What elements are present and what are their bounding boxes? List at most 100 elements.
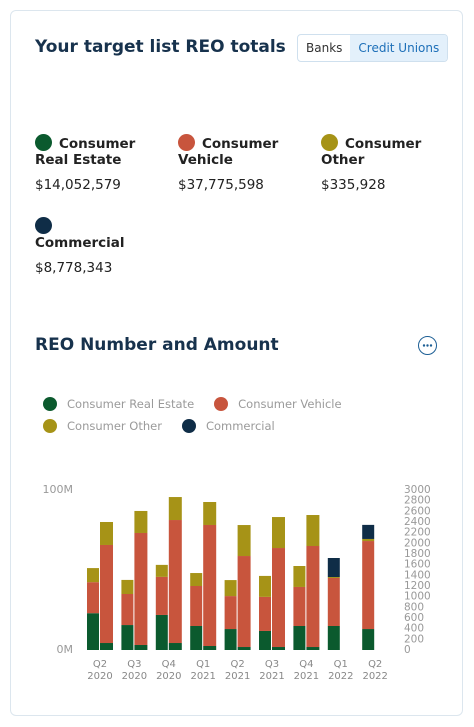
bar-segment-count xyxy=(237,556,251,648)
legend-label: Consumer Vehicle xyxy=(238,397,342,411)
toggle-button[interactable]: Credit Unions xyxy=(350,35,448,61)
bar-segment xyxy=(327,577,340,578)
total-amount: $37,775,598 xyxy=(178,177,264,193)
bar-segment-count xyxy=(203,502,217,525)
chart: 0M100M0200400600800100012001400160018002… xyxy=(43,483,431,656)
legend-item[interactable]: Consumer Other xyxy=(43,418,162,434)
y2-tick-label: 1600 xyxy=(404,559,431,571)
bar-segment xyxy=(327,578,340,626)
bar-segment xyxy=(259,630,271,650)
bar-segment-count xyxy=(168,520,182,644)
total-amount: $8,778,343 xyxy=(35,260,113,276)
legend: Consumer Real Estate Consumer Vehicle Cons… xyxy=(43,396,353,434)
legend-label: Consumer Other xyxy=(67,419,162,433)
toggle: Banks Credit Unions xyxy=(297,34,449,62)
bar-segment xyxy=(155,564,168,577)
x-tick-label: Q3 2021 xyxy=(259,659,285,682)
total-name-row: Consumer Vehicle xyxy=(178,134,288,168)
bar-segment-count xyxy=(306,647,320,650)
bar-segment-count xyxy=(100,544,113,644)
legend-item[interactable]: Commercial xyxy=(181,418,275,434)
total-amount: $335,928 xyxy=(321,177,386,193)
info-icon[interactable] xyxy=(418,336,437,355)
y2-tick-label: 2000 xyxy=(404,537,431,549)
bar-segment xyxy=(362,629,375,650)
bar-segment xyxy=(224,596,237,630)
x-tick-label: Q2 2021 xyxy=(224,659,251,682)
y2-tick-label: 1000 xyxy=(404,591,431,603)
total-name: Consumer Other xyxy=(321,136,422,168)
legend-item[interactable]: Consumer Vehicle xyxy=(214,396,342,412)
legend-label: Commercial xyxy=(205,419,275,433)
y2-tick-label: 400 xyxy=(404,623,424,635)
total-item: Consumer Real Estate $14,052,579 xyxy=(35,134,178,193)
y2-tick-label: 1800 xyxy=(404,548,431,560)
bar-segment xyxy=(224,629,237,650)
total-name-row: Consumer Real Estate xyxy=(35,134,145,168)
legend-item[interactable]: Consumer Real Estate xyxy=(43,396,194,412)
toggle-button[interactable]: Banks xyxy=(306,41,343,55)
bar-segment-count xyxy=(203,646,217,650)
legend-dot xyxy=(43,397,57,411)
bar-segment xyxy=(190,626,203,650)
y2-tick-label: 1200 xyxy=(404,580,431,592)
bar-segment xyxy=(259,596,271,631)
bar-segment-count xyxy=(100,643,113,650)
bar-segment xyxy=(121,579,134,594)
y2-tick-label: 3000 xyxy=(404,484,431,496)
x-tick-label: Q1 2022 xyxy=(328,659,354,682)
y2-tick-label: 2800 xyxy=(404,495,431,507)
y2-tick-label: 200 xyxy=(404,633,424,645)
bar-segment-count xyxy=(272,548,285,648)
bar-segment-count xyxy=(168,643,182,650)
bar-segment xyxy=(155,614,168,650)
legend-dot xyxy=(43,419,57,433)
bar-segment xyxy=(87,582,99,614)
bar-segment xyxy=(362,541,375,630)
total-dot xyxy=(178,134,195,151)
bar-segment xyxy=(327,626,340,650)
bar-segment-count xyxy=(134,644,148,650)
bar-segment xyxy=(293,626,306,650)
bar-segment-count xyxy=(203,524,217,646)
bar-segment xyxy=(121,625,134,650)
chart-title: REO Number and Amount xyxy=(35,335,279,355)
totals: Consumer Real Estate $14,052,579 Consumer … xyxy=(35,134,464,276)
x-tick-label: Q4 2020 xyxy=(156,659,182,682)
bar-segment-count xyxy=(272,517,285,549)
x-tick-label: Q2 2020 xyxy=(87,659,113,682)
y2-tick-label: 2600 xyxy=(404,505,431,517)
total-name-row: Commercial xyxy=(35,217,145,251)
bar-segment xyxy=(121,594,134,626)
total-name: Commercial xyxy=(35,235,125,251)
bar-segment xyxy=(327,558,340,578)
y2-tick-label: 1400 xyxy=(404,569,431,581)
total-name-row: Consumer Other xyxy=(321,134,431,168)
y-tick-label: 0M xyxy=(57,643,74,656)
card-title: Your target list REO totals xyxy=(35,37,286,57)
bar-segment xyxy=(362,524,375,539)
bar-segment-count xyxy=(237,525,251,557)
bar-segment xyxy=(190,573,203,586)
bar-segment xyxy=(293,586,306,626)
total-dot xyxy=(35,217,52,234)
bar-segment xyxy=(259,575,271,597)
y2-tick-label: 2200 xyxy=(404,527,431,539)
bar-segment xyxy=(362,538,375,542)
bar-segment-count xyxy=(237,647,251,650)
total-item: Consumer Other $335,928 xyxy=(321,134,464,193)
y2-tick-label: 2400 xyxy=(404,516,431,528)
total-name: Consumer Real Estate xyxy=(35,136,136,168)
bar-segment xyxy=(155,576,168,615)
bar-segment-count xyxy=(168,497,182,521)
total-item: Commercial $8,778,343 xyxy=(35,217,178,276)
x-tick-label: Q4 2021 xyxy=(293,659,320,682)
total-dot xyxy=(35,134,52,151)
bar-segment-count xyxy=(272,647,285,650)
bar-segment-count xyxy=(134,510,148,533)
card xyxy=(10,10,463,716)
bar-segment xyxy=(87,613,99,650)
bar-segment-count xyxy=(134,532,148,645)
bar-segment xyxy=(190,586,203,626)
total-amount: $14,052,579 xyxy=(35,177,121,193)
